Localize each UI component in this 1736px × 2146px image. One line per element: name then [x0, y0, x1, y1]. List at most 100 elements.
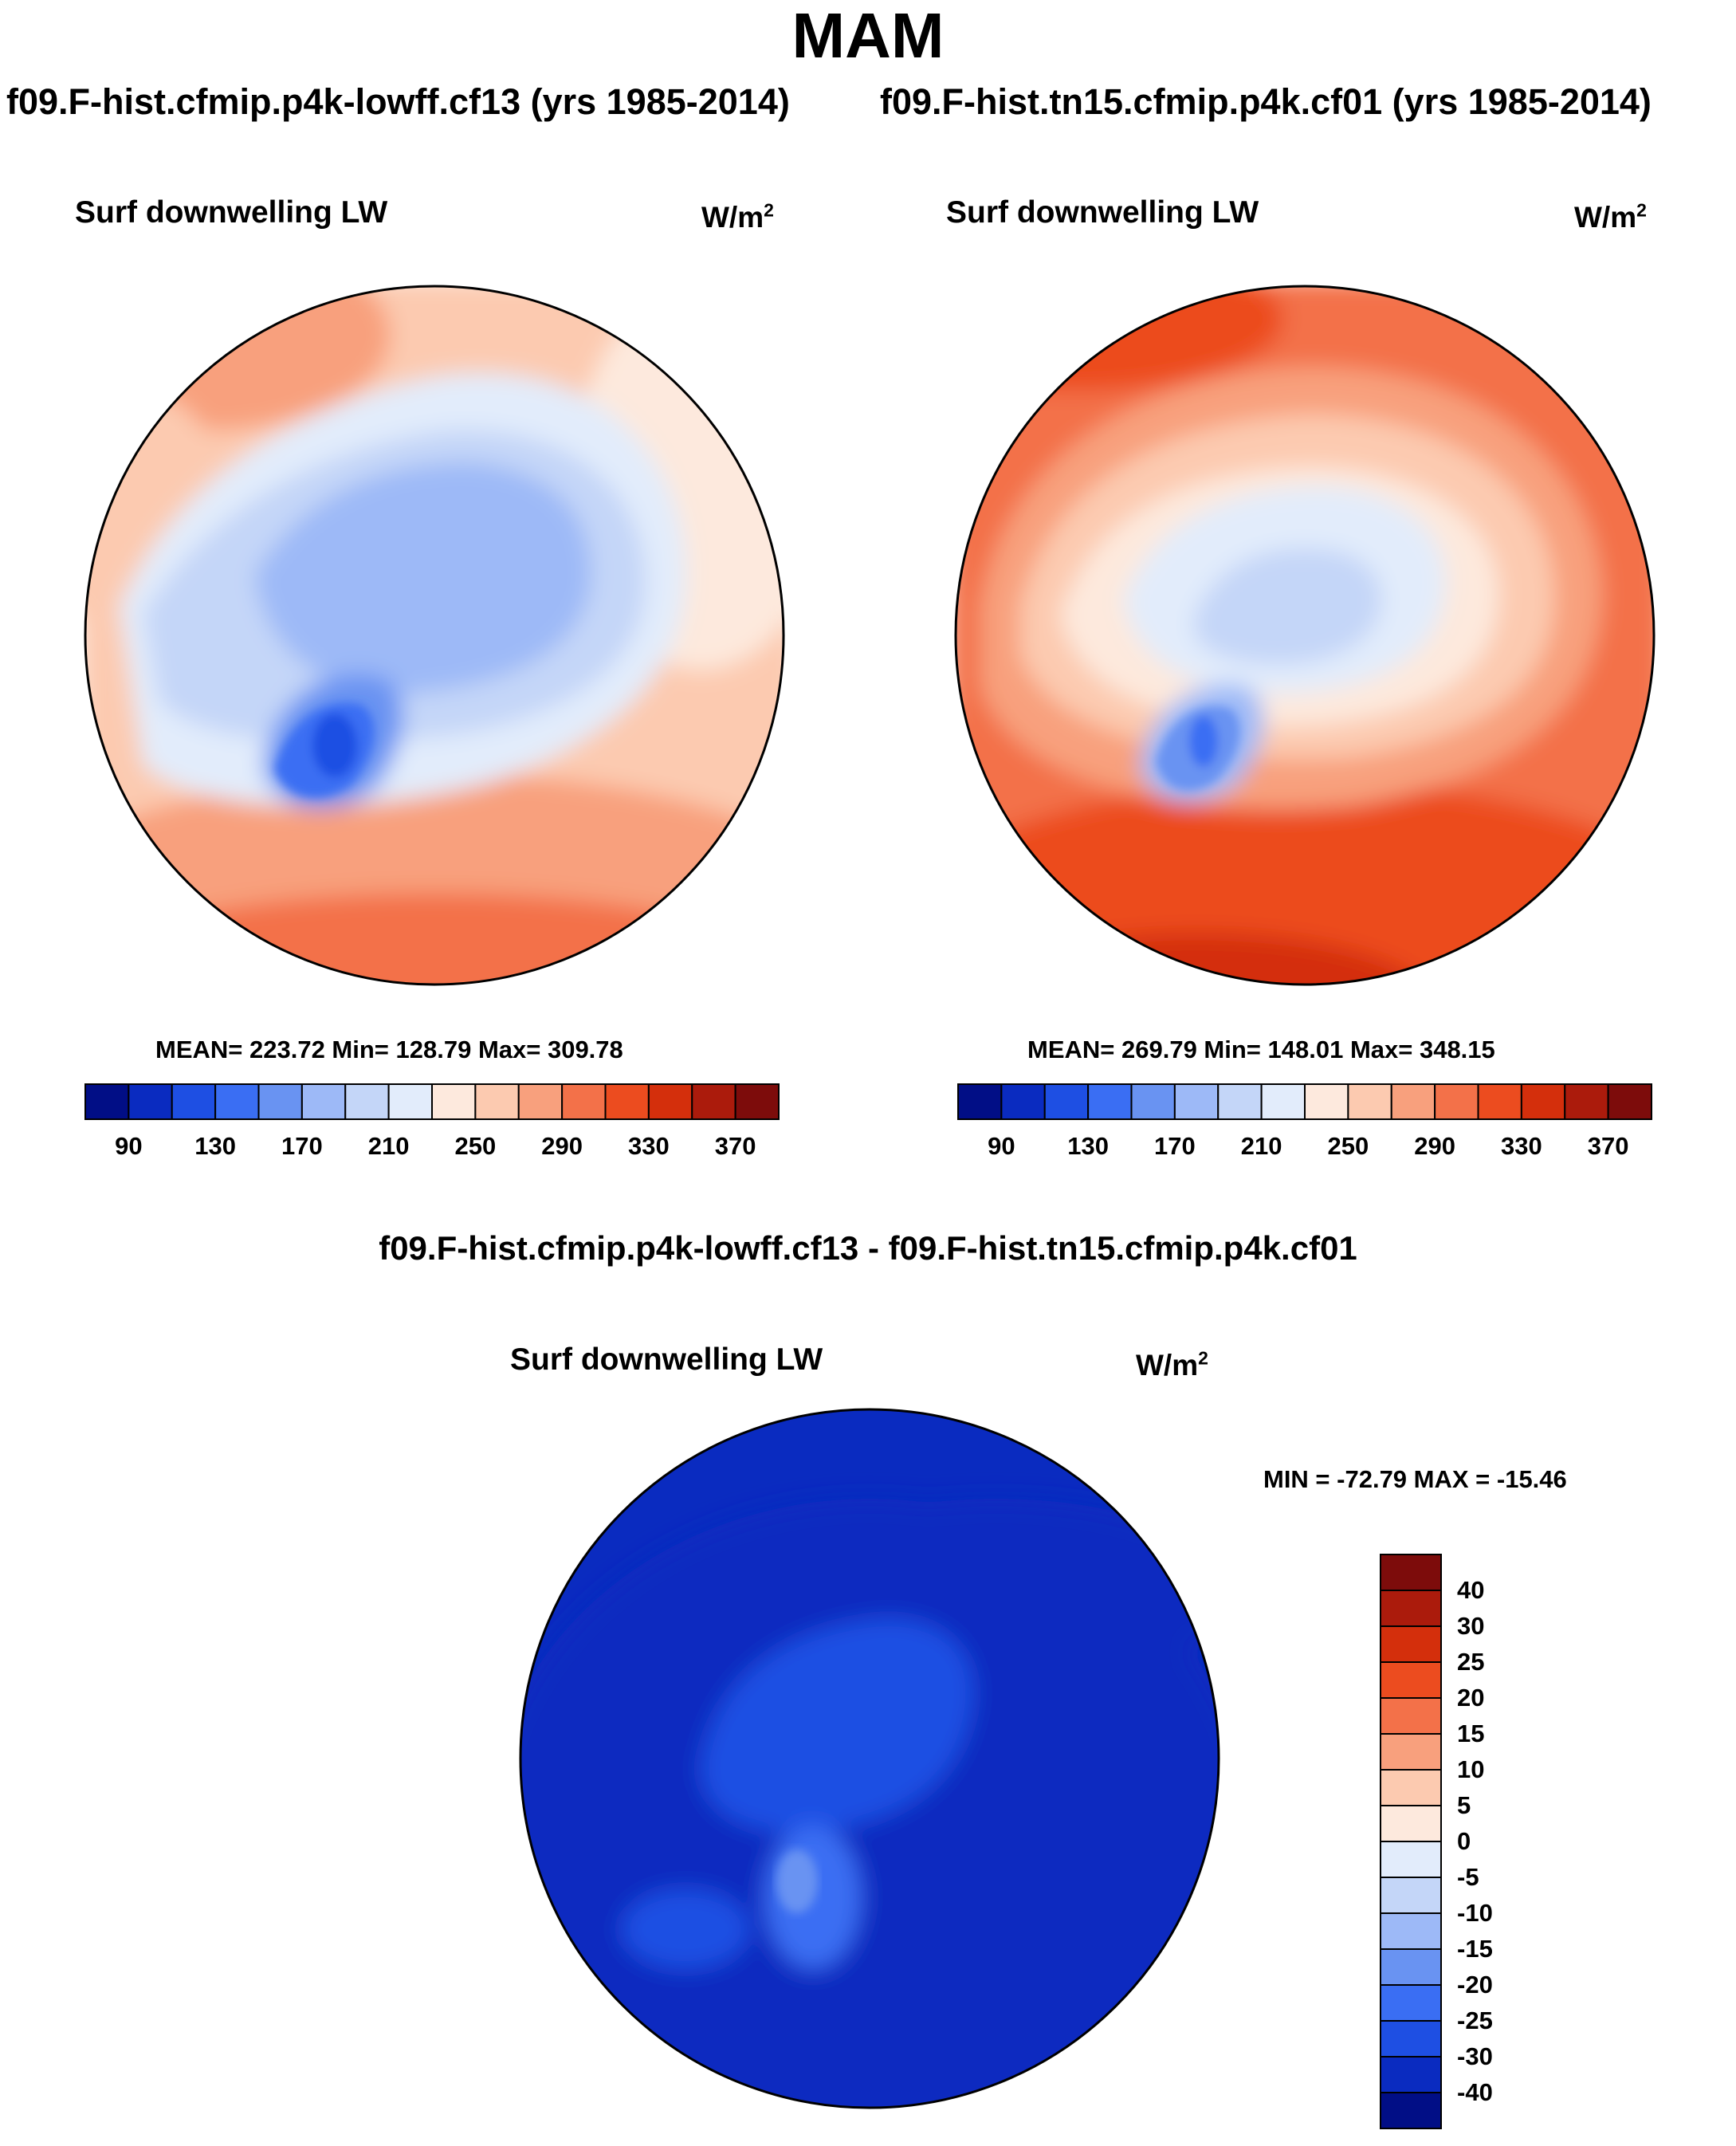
panel1-colorbar-tick-label: 330: [628, 1132, 670, 1160]
panel1-run-title: f09.F-hist.cfmip.p4k-lowff.cf13 (yrs 198…: [6, 81, 790, 122]
panel1-colorbar-swatch: [84, 1083, 130, 1120]
panel1-colorbar-swatch: [734, 1083, 780, 1120]
panel1-units: W/m2: [701, 199, 774, 234]
diff-colorbar: [1380, 1554, 1442, 2129]
panel1-colorbar-tick-label: 90: [115, 1132, 143, 1160]
diff-colorbar-swatch: [1380, 1590, 1442, 1627]
diff-colorbar-tick-label: 20: [1457, 1684, 1485, 1712]
panel2-colorbar-tick-label: 330: [1501, 1132, 1542, 1160]
panel2-colorbar-swatch: [1000, 1083, 1046, 1120]
panel2-colorbar-swatch: [1607, 1083, 1652, 1120]
panel1-colorbar-swatch: [387, 1083, 433, 1120]
diff-colorbar-tick-label: -30: [1457, 2042, 1493, 2070]
panel1-colorbar-swatch: [691, 1083, 736, 1120]
panel1-colorbar-swatch: [431, 1083, 477, 1120]
diff-colorbar-tick-label: -10: [1457, 1899, 1493, 1927]
panel1-colorbar-swatch: [647, 1083, 693, 1120]
panel2-stats: MEAN= 269.79 Min= 148.01 Max= 348.15: [1027, 1036, 1495, 1063]
panel2-colorbar-swatch: [1564, 1083, 1609, 1120]
panel2-colorbar-swatch: [957, 1083, 1003, 1120]
diff-colorbar-tick-label: -15: [1457, 1935, 1493, 1963]
panel1-colorbar-tick-label: 130: [194, 1132, 236, 1160]
diff-colorbar-tick-label: 15: [1457, 1720, 1485, 1747]
panel1-colorbar-swatch: [561, 1083, 607, 1120]
panel2-colorbar-swatch: [1130, 1083, 1176, 1120]
panel2-colorbar-swatch: [1043, 1083, 1090, 1120]
panel2-run-title: f09.F-hist.tn15.cfmip.p4k.cf01 (yrs 1985…: [880, 81, 1652, 122]
panel2-colorbar-swatch: [1347, 1083, 1392, 1120]
diff-colorbar-tick-label: 0: [1457, 1827, 1471, 1855]
diff-colorbar-swatch: [1380, 1554, 1442, 1591]
panel2-colorbar-tick-label: 130: [1067, 1132, 1109, 1160]
panel1-colorbar-swatch: [300, 1083, 347, 1120]
panel1-colorbar-swatch: [128, 1083, 173, 1120]
panel1-colorbar-swatch: [344, 1083, 390, 1120]
panel2-colorbar: [957, 1083, 1652, 1120]
diff-map: [520, 1409, 1219, 2108]
panel2-colorbar-tick-label: 250: [1327, 1132, 1369, 1160]
panel2-colorbar-tick-label: 90: [988, 1132, 1015, 1160]
panel2-colorbar-tick-label: 170: [1154, 1132, 1196, 1160]
panel1-colorbar-tick-label: 170: [281, 1132, 323, 1160]
panel2-colorbar-swatch: [1087, 1083, 1133, 1120]
diff-colorbar-swatch: [1380, 1769, 1442, 1806]
panel1-colorbar-tick-label: 250: [454, 1132, 497, 1160]
panel1-colorbar-swatch: [171, 1083, 217, 1120]
panel1-stats: MEAN= 223.72 Min= 128.79 Max= 309.78: [155, 1036, 623, 1063]
diff-colorbar-swatch: [1380, 1661, 1442, 1699]
diff-colorbar-tick-label: -20: [1457, 1971, 1493, 1999]
panel1-colorbar: [84, 1083, 780, 1120]
panel2-colorbar-swatch: [1477, 1083, 1522, 1120]
diff-colorbar-swatch: [1380, 2092, 1442, 2129]
panel1-colorbar-swatch: [517, 1083, 564, 1120]
panel2-variable-label: Surf downwelling LW: [946, 195, 1259, 230]
panel2-colorbar-swatch: [1434, 1083, 1479, 1120]
panel2-map-border: [954, 285, 1655, 986]
diff-colorbar-tick-label: 30: [1457, 1612, 1485, 1640]
panel1-variable-label: Surf downwelling LW: [75, 195, 388, 230]
panel2-colorbar-tick-label: 370: [1587, 1132, 1629, 1160]
diff-map-border: [519, 1408, 1220, 2109]
figure-title: MAM: [791, 0, 945, 71]
diff-colorbar-tick-label: -25: [1457, 2006, 1493, 2034]
panel1-colorbar-swatch: [474, 1083, 520, 1120]
panel1-colorbar-swatch: [604, 1083, 650, 1120]
diff-units: W/m2: [1136, 1347, 1208, 1382]
panel2-colorbar-swatch: [1173, 1083, 1220, 1120]
diff-colorbar-swatch: [1380, 1948, 1442, 1986]
diff-colorbar-swatch: [1380, 1625, 1442, 1663]
panel2-units: W/m2: [1574, 199, 1647, 234]
panel1-colorbar-tick-label: 290: [541, 1132, 583, 1160]
diff-colorbar-swatch: [1380, 1912, 1442, 1950]
diff-variable-label: Surf downwelling LW: [510, 1342, 823, 1377]
diff-colorbar-tick-label: 40: [1457, 1576, 1485, 1604]
diff-colorbar-swatch: [1380, 2056, 1442, 2093]
diff-colorbar-swatch: [1380, 1733, 1442, 1771]
panel2-colorbar-swatch: [1390, 1083, 1436, 1120]
panel2-colorbar-swatch: [1260, 1083, 1306, 1120]
diff-colorbar-swatch: [1380, 1805, 1442, 1842]
diff-colorbar-tick-label: 5: [1457, 1791, 1471, 1819]
panel1-map: [85, 286, 784, 985]
panel2-colorbar-tick-label: 290: [1414, 1132, 1455, 1160]
diff-colorbar-swatch: [1380, 1697, 1442, 1735]
panel2-colorbar-swatch: [1520, 1083, 1566, 1120]
diff-colorbar-swatch: [1380, 1841, 1442, 1878]
diff-colorbar-tick-label: -40: [1457, 2078, 1493, 2106]
diff-colorbar-tick-label: -5: [1457, 1863, 1479, 1891]
panel2-colorbar-tick-label: 210: [1240, 1132, 1282, 1160]
diff-colorbar-tick-label: 25: [1457, 1648, 1485, 1676]
diff-colorbar-tick-label: 10: [1457, 1755, 1485, 1783]
diff-colorbar-swatch: [1380, 1984, 1442, 2022]
diff-colorbar-swatch: [1380, 1877, 1442, 1914]
panel2-map: [956, 286, 1654, 985]
diff-colorbar-swatch: [1380, 2020, 1442, 2058]
panel1-map-border: [84, 285, 785, 986]
panel1-colorbar-swatch: [257, 1083, 303, 1120]
diff-title: f09.F-hist.cfmip.p4k-lowff.cf13 - f09.F-…: [379, 1229, 1357, 1267]
panel1-colorbar-tick-label: 370: [714, 1132, 756, 1160]
panel2-colorbar-swatch: [1217, 1083, 1263, 1120]
diff-minmax: MIN = -72.79 MAX = -15.46: [1263, 1465, 1567, 1493]
panel2-colorbar-swatch: [1304, 1083, 1349, 1120]
